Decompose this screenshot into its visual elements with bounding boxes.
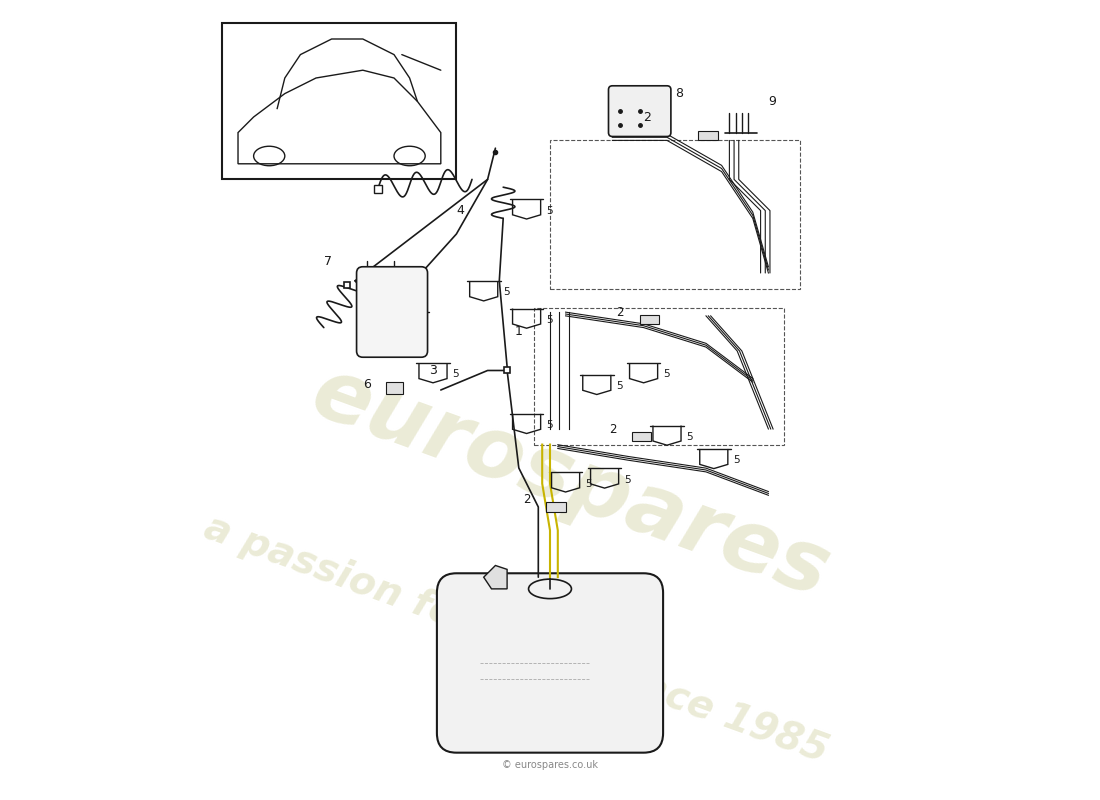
Bar bbox=[546, 502, 565, 512]
Bar bbox=[640, 315, 659, 325]
Text: 8: 8 bbox=[674, 87, 683, 101]
Text: 5: 5 bbox=[734, 455, 740, 465]
Text: 5: 5 bbox=[546, 206, 552, 215]
Text: © eurospares.co.uk: © eurospares.co.uk bbox=[502, 760, 598, 770]
Text: 6: 6 bbox=[363, 378, 371, 390]
Polygon shape bbox=[484, 566, 507, 589]
Text: 5: 5 bbox=[616, 381, 623, 391]
FancyBboxPatch shape bbox=[437, 574, 663, 753]
Text: 5: 5 bbox=[686, 432, 693, 442]
Bar bbox=[631, 432, 651, 442]
Text: 2: 2 bbox=[644, 111, 651, 124]
Text: 5: 5 bbox=[663, 370, 670, 379]
Text: 1: 1 bbox=[515, 326, 522, 338]
Text: 9: 9 bbox=[769, 95, 777, 108]
Text: 5: 5 bbox=[546, 314, 552, 325]
Text: 5: 5 bbox=[503, 287, 509, 298]
FancyBboxPatch shape bbox=[608, 86, 671, 137]
Text: 2: 2 bbox=[617, 306, 624, 319]
Text: 4: 4 bbox=[456, 205, 464, 218]
Bar bbox=[535, 308, 784, 445]
Bar bbox=[550, 140, 800, 289]
Text: a passion for parts since 1985: a passion for parts since 1985 bbox=[199, 509, 834, 770]
Text: 3: 3 bbox=[429, 364, 437, 378]
Bar bbox=[222, 23, 456, 179]
Bar bbox=[386, 382, 404, 394]
Text: 2: 2 bbox=[522, 493, 530, 506]
Text: 5: 5 bbox=[452, 370, 459, 379]
Text: 5: 5 bbox=[546, 420, 552, 430]
Text: 2: 2 bbox=[608, 423, 616, 436]
Text: eurospares: eurospares bbox=[300, 351, 840, 616]
Bar bbox=[698, 131, 717, 140]
Text: 7: 7 bbox=[323, 255, 331, 268]
Text: 5: 5 bbox=[585, 478, 592, 489]
FancyBboxPatch shape bbox=[356, 266, 428, 358]
Text: 5: 5 bbox=[624, 474, 630, 485]
